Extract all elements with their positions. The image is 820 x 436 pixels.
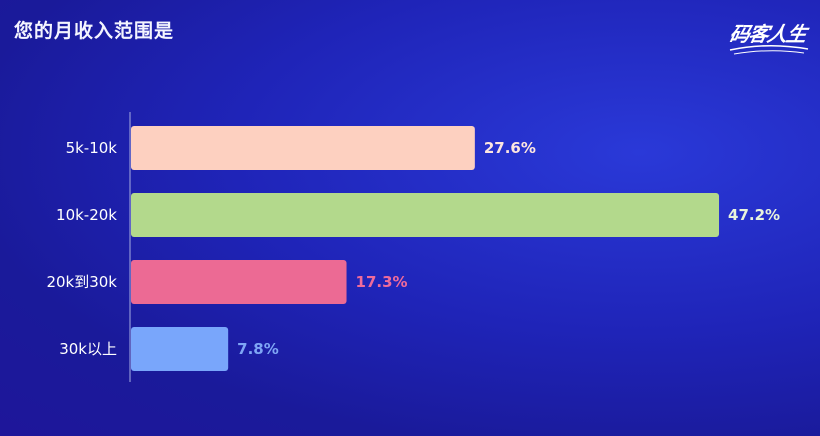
- brand-logo-underline: [729, 44, 809, 55]
- category-label-1: 10k-20k: [56, 206, 117, 224]
- brand-logo: 码客人生: [724, 18, 812, 62]
- page-title: 您的月收入范围是: [14, 20, 175, 42]
- bar-1: [131, 193, 720, 237]
- bar-2: [131, 260, 347, 304]
- category-label-2: 20k到30k: [46, 273, 117, 291]
- category-label-3: 30k以上: [59, 340, 117, 358]
- chart-bars: 5k-10k 27.6% 10k-20k 47.2% 20k到30k 17.3% 30k以上…: [46, 126, 780, 371]
- value-label-3: 7.8%: [237, 340, 279, 358]
- category-label-0: 5k-10k: [66, 139, 118, 157]
- value-label-2: 17.3%: [356, 273, 408, 291]
- value-label-0: 27.6%: [484, 139, 536, 157]
- value-label-1: 47.2%: [728, 206, 780, 224]
- bar-0: [131, 126, 475, 170]
- bar-3: [131, 327, 229, 371]
